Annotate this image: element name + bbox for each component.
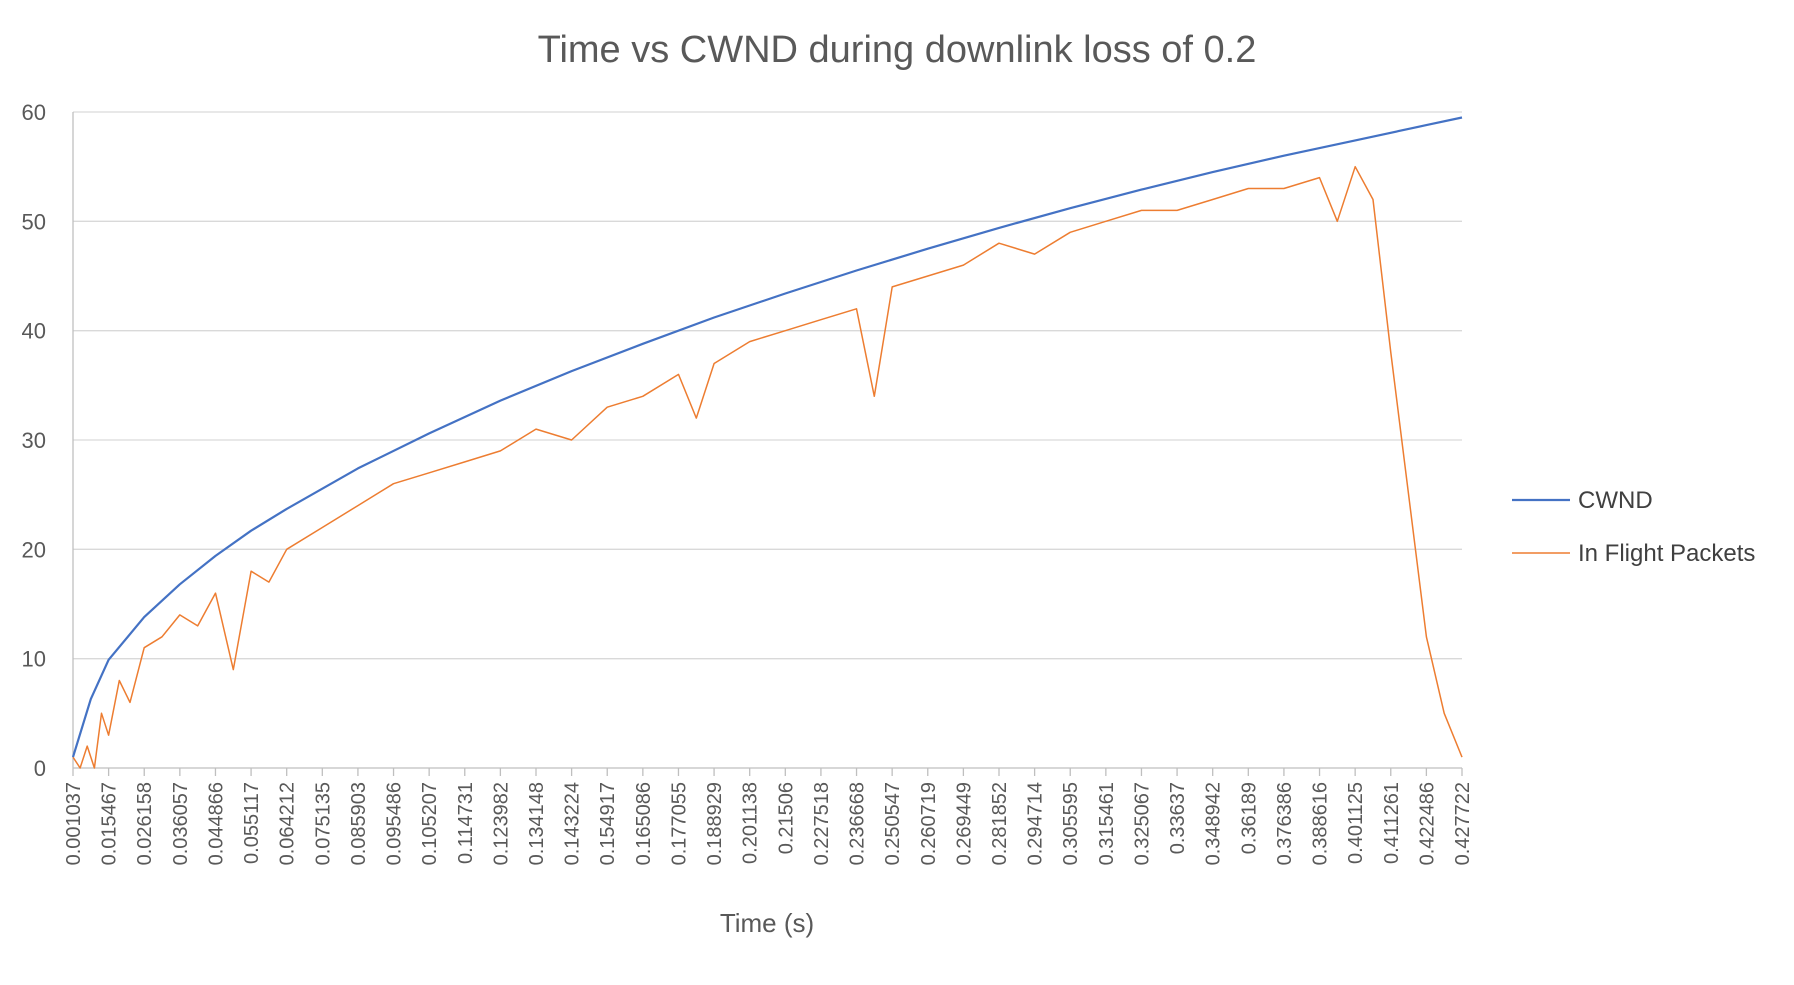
x-tick-label: 0.001037 xyxy=(63,782,85,865)
x-tick-label: 0.154917 xyxy=(597,782,619,865)
x-tick-label: 0.281852 xyxy=(989,782,1011,865)
x-tick-label: 0.388616 xyxy=(1310,782,1332,865)
x-tick-label: 0.376386 xyxy=(1274,782,1296,865)
x-tick-label: 0.401125 xyxy=(1345,782,1367,864)
x-tick-label: 0.114731 xyxy=(455,782,477,864)
x-tick-label: 0.315461 xyxy=(1096,782,1118,865)
y-tick-label: 60 xyxy=(22,100,46,125)
series-line-in-flight-packets xyxy=(72,165,1463,769)
y-tick-label: 10 xyxy=(22,647,46,672)
x-tick-label: 0.123982 xyxy=(490,782,512,865)
x-tick-label: 0.015467 xyxy=(99,782,121,865)
x-tick-label: 0.044866 xyxy=(205,782,227,865)
x-tick-label: 0.294714 xyxy=(1025,782,1047,865)
y-axis-ticks: 0 10 20 30 40 50 60 xyxy=(22,100,46,781)
legend-label-in-flight-packets: In Flight Packets xyxy=(1578,540,1755,567)
x-tick-label: 0.348942 xyxy=(1203,782,1225,865)
x-tick-label: 0.165086 xyxy=(633,782,655,865)
x-tick-label: 0.21506 xyxy=(775,782,797,854)
x-tick-label: 0.250547 xyxy=(882,782,904,865)
x-tick-label: 0.427722 xyxy=(1452,782,1474,865)
y-tick-label: 50 xyxy=(22,209,46,234)
y-tick-label: 40 xyxy=(22,319,46,344)
x-tick-label: 0.075135 xyxy=(312,782,334,865)
x-tick-label: 0.325067 xyxy=(1131,782,1153,865)
x-tick-label: 0.36189 xyxy=(1238,782,1260,854)
x-tick-label: 0.105207 xyxy=(419,782,441,865)
x-tick-label: 0.055117 xyxy=(241,782,263,864)
x-tick-label: 0.422486 xyxy=(1416,782,1438,865)
gridlines xyxy=(72,111,1462,769)
x-tick-label: 0.236668 xyxy=(847,782,869,865)
x-tick-label: 0.305595 xyxy=(1060,782,1082,865)
legend-label-cwnd: CWND xyxy=(1578,487,1653,514)
series-line-cwnd xyxy=(71,116,1463,758)
x-tick-label: 0.260719 xyxy=(918,782,940,865)
x-tick-label: 0.095486 xyxy=(384,782,406,865)
x-axis-label: Time (s) xyxy=(720,908,814,938)
x-tick-label: 0.177055 xyxy=(668,782,690,865)
x-tick-label: 0.33637 xyxy=(1167,782,1189,854)
x-axis-ticks: 0.001037 0.015467 0.026158 0.036057 0.044866… xyxy=(63,768,1474,865)
x-tick-label: 0.411261 xyxy=(1381,782,1403,864)
legend: CWND In Flight Packets xyxy=(1512,487,1755,567)
x-tick-label: 0.188929 xyxy=(704,782,726,865)
y-tick-label: 30 xyxy=(22,428,46,453)
x-tick-label: 0.269449 xyxy=(953,782,975,865)
chart-title: Time vs CWND during downlink loss of 0.2 xyxy=(538,29,1257,71)
y-tick-label: 0 xyxy=(34,756,46,781)
x-tick-label: 0.036057 xyxy=(170,782,192,865)
series-lines xyxy=(71,116,1463,769)
x-tick-label: 0.064212 xyxy=(277,782,299,865)
y-tick-label: 20 xyxy=(22,537,46,562)
x-tick-label: 0.134148 xyxy=(526,782,548,865)
x-tick-label: 0.143224 xyxy=(562,782,584,865)
x-tick-label: 0.085903 xyxy=(348,782,370,865)
x-tick-label: 0.227518 xyxy=(811,782,833,865)
x-tick-label: 0.026158 xyxy=(134,782,156,865)
x-tick-label: 0.201138 xyxy=(740,782,762,864)
